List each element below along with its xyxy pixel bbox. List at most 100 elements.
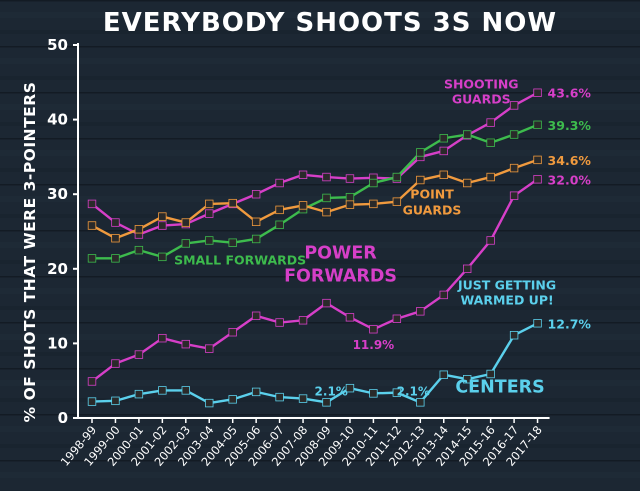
- data-point: [228, 395, 237, 404]
- data-point: [251, 234, 261, 244]
- data-point: [158, 252, 167, 262]
- data-point: [439, 290, 448, 300]
- data-point: [181, 239, 190, 248]
- data-point: [345, 174, 355, 183]
- data-point: [275, 205, 284, 215]
- data-point: [111, 218, 120, 227]
- annotation-label: 2.1%: [315, 384, 348, 398]
- data-point: [111, 254, 120, 263]
- data-point: [509, 330, 519, 340]
- end-value-label: 39.3%: [548, 118, 592, 133]
- data-point: [392, 314, 402, 323]
- data-point: [228, 328, 237, 337]
- data-point: [486, 138, 495, 147]
- end-value-label: 32.0%: [548, 172, 592, 187]
- data-point: [345, 313, 355, 322]
- data-point: [509, 101, 519, 110]
- data-point: [416, 175, 425, 185]
- data-point: [87, 221, 97, 230]
- data-point: [251, 387, 261, 397]
- y-ticks: 0 10 20 30 40 50: [47, 36, 78, 427]
- data-point: [275, 318, 284, 327]
- data-point: [205, 199, 214, 209]
- data-point: [345, 192, 355, 202]
- data-point: [181, 339, 190, 349]
- end-value-label: 12.7%: [548, 316, 592, 331]
- data-point: [111, 234, 120, 243]
- end-value-label: 34.6%: [548, 153, 592, 168]
- y-tick-label: 40: [47, 111, 68, 129]
- data-point: [205, 236, 214, 245]
- data-point: [416, 398, 425, 407]
- data-point: [533, 120, 542, 130]
- data-point: [462, 178, 472, 188]
- data-point: [345, 200, 355, 209]
- data-point: [275, 392, 284, 402]
- data-point: [181, 386, 190, 395]
- data-point: [181, 218, 190, 227]
- data-point: [228, 238, 237, 247]
- data-point: [111, 359, 120, 368]
- data-point: [392, 388, 402, 397]
- data-point: [486, 118, 495, 127]
- y-tick-label: 20: [47, 260, 68, 278]
- end-value-label: 43.6%: [548, 86, 592, 101]
- series-labels: 43.6% 39.3% 34.6% 32.0% 12.7% SHOOTING GUARDS S…: [174, 76, 591, 398]
- data-point: [251, 311, 261, 320]
- series-name-label: SHOOTING GUARDS: [444, 76, 519, 106]
- data-point: [228, 198, 237, 208]
- data-point: [416, 148, 425, 157]
- data-point: [87, 254, 97, 263]
- data-point: [392, 197, 402, 206]
- data-point: [369, 178, 378, 188]
- data-point: [205, 344, 214, 353]
- data-point: [392, 172, 402, 182]
- data-point: [369, 325, 378, 334]
- data-point: [462, 264, 472, 273]
- data-point: [87, 397, 97, 406]
- data-point: [87, 199, 97, 209]
- data-point: [439, 146, 448, 156]
- annotation-label: 11.9%: [353, 338, 395, 352]
- data-point: [369, 389, 378, 398]
- chart-title: EVERYBODY SHOOTS 3S NOW: [103, 8, 557, 38]
- data-point: [205, 209, 214, 218]
- data-point: [158, 386, 167, 395]
- data-point: [369, 199, 378, 209]
- series-name-label: CENTERS: [455, 378, 544, 398]
- annotation-label: 2.1%: [397, 384, 430, 398]
- data-point: [462, 130, 472, 139]
- axes: [77, 43, 550, 419]
- data-point: [134, 350, 144, 359]
- data-point: [345, 383, 355, 393]
- data-point: [134, 245, 144, 255]
- data-point: [251, 217, 261, 227]
- y-tick-label: 50: [47, 36, 68, 54]
- data-point: [158, 333, 167, 343]
- data-point: [533, 155, 542, 165]
- data-point: [533, 175, 542, 184]
- data-point: [111, 396, 120, 406]
- series-name-label: POINT GUARDS: [403, 187, 462, 218]
- data-point: [134, 389, 144, 399]
- data-point: [439, 370, 448, 379]
- data-point: [87, 377, 97, 386]
- data-point: [509, 130, 519, 139]
- data-point: [298, 201, 308, 210]
- y-tick-label: 0: [58, 409, 68, 427]
- data-point: [486, 172, 495, 182]
- data-point: [486, 236, 495, 245]
- data-point: [462, 375, 472, 384]
- data-point: [533, 319, 542, 328]
- data-point: [322, 172, 331, 182]
- data-point: [205, 398, 214, 408]
- series-name-label: SMALL FORWARDS: [174, 252, 306, 267]
- series-name-label: POWER FORWARDS: [284, 243, 397, 286]
- data-point: [298, 394, 308, 403]
- data-point: [322, 298, 331, 308]
- data-point: [158, 221, 167, 230]
- data-point: [439, 170, 448, 180]
